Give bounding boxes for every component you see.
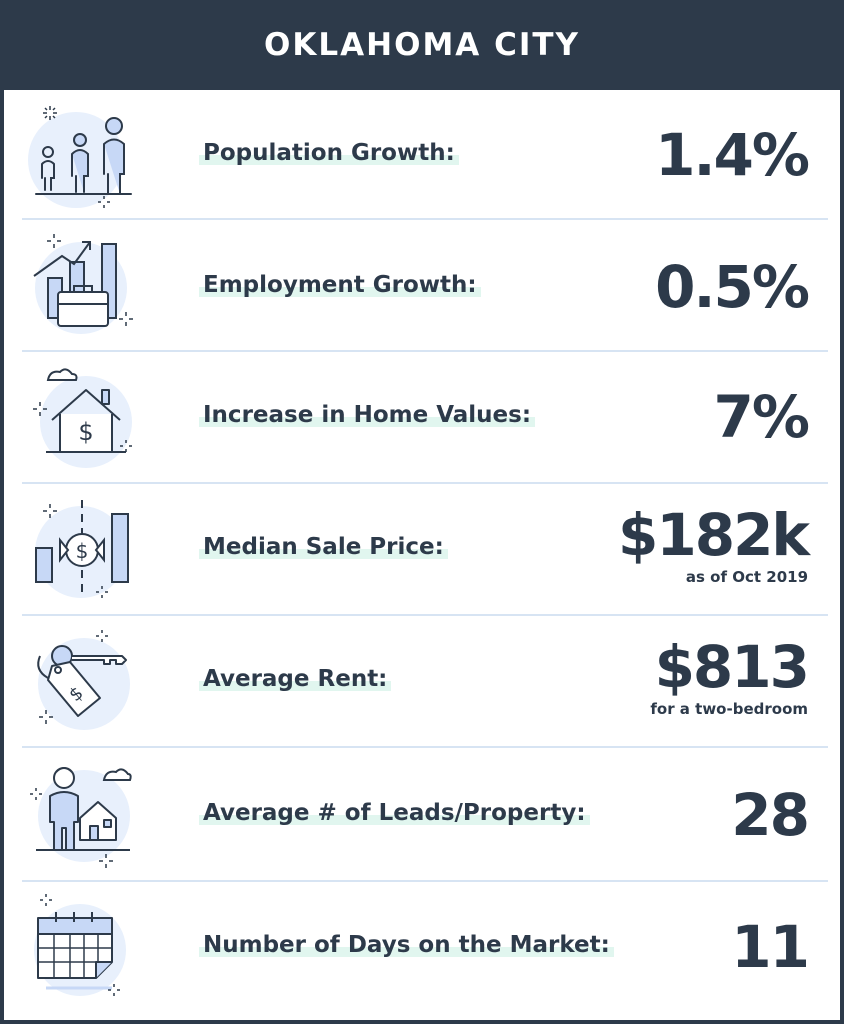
- house-dollar-icon: $: [26, 364, 136, 474]
- stat-row-leads-per-property: Average # of Leads/Property: 28: [4, 748, 840, 882]
- header: OKLAHOMA CITY: [0, 0, 844, 90]
- stat-row-home-values: $ Increase in Home Values: 7%: [4, 352, 840, 484]
- svg-text:$: $: [78, 418, 93, 446]
- stat-label: Population Growth:: [199, 140, 459, 166]
- stat-row-median-sale-price: $ Median Sale Price: $182k as of Oct 201…: [4, 484, 840, 616]
- stat-row-population-growth: Population Growth: 1.4%: [4, 90, 840, 220]
- family-icon: [26, 102, 136, 212]
- stat-value: 1.4%: [655, 121, 810, 189]
- stat-row-employment-growth: Employment Growth: 0.5%: [4, 220, 840, 352]
- stat-value: 0.5%: [655, 253, 810, 321]
- stat-label: Number of Days on the Market:: [199, 932, 614, 958]
- stat-label: Average Rent:: [199, 666, 392, 692]
- calendar-icon: [26, 892, 136, 1002]
- stat-value: 7%: [713, 383, 810, 451]
- stats-card: Population Growth: 1.4%: [4, 90, 840, 1020]
- divider: [22, 880, 828, 882]
- page-title: OKLAHOMA CITY: [264, 27, 580, 63]
- stat-value: $182k: [618, 501, 810, 569]
- svg-text:$: $: [76, 539, 89, 563]
- stat-label: Employment Growth:: [199, 272, 481, 298]
- stat-value: 28: [731, 781, 810, 849]
- price-chart-icon: $: [26, 494, 136, 604]
- divider: [22, 350, 828, 352]
- stat-value: $813: [654, 633, 810, 701]
- stat-value: 11: [731, 913, 810, 981]
- divider: [22, 218, 828, 220]
- person-house-icon: [26, 760, 136, 870]
- stat-subtext: for a two-bedroom: [650, 700, 808, 718]
- stat-row-average-rent: $ Average Rent: $813 for a two-bedroom: [4, 616, 840, 748]
- divider: [22, 482, 828, 484]
- stat-row-days-on-market: Number of Days on the Market: 11: [4, 882, 840, 1018]
- employment-chart-icon: [26, 232, 136, 342]
- stat-subtext: as of Oct 2019: [685, 568, 808, 586]
- stat-label: Median Sale Price:: [199, 534, 448, 560]
- divider: [22, 746, 828, 748]
- stat-label: Increase in Home Values:: [199, 402, 536, 428]
- stat-label: Average # of Leads/Property:: [199, 800, 590, 826]
- divider: [22, 614, 828, 616]
- key-tag-icon: $: [26, 626, 136, 736]
